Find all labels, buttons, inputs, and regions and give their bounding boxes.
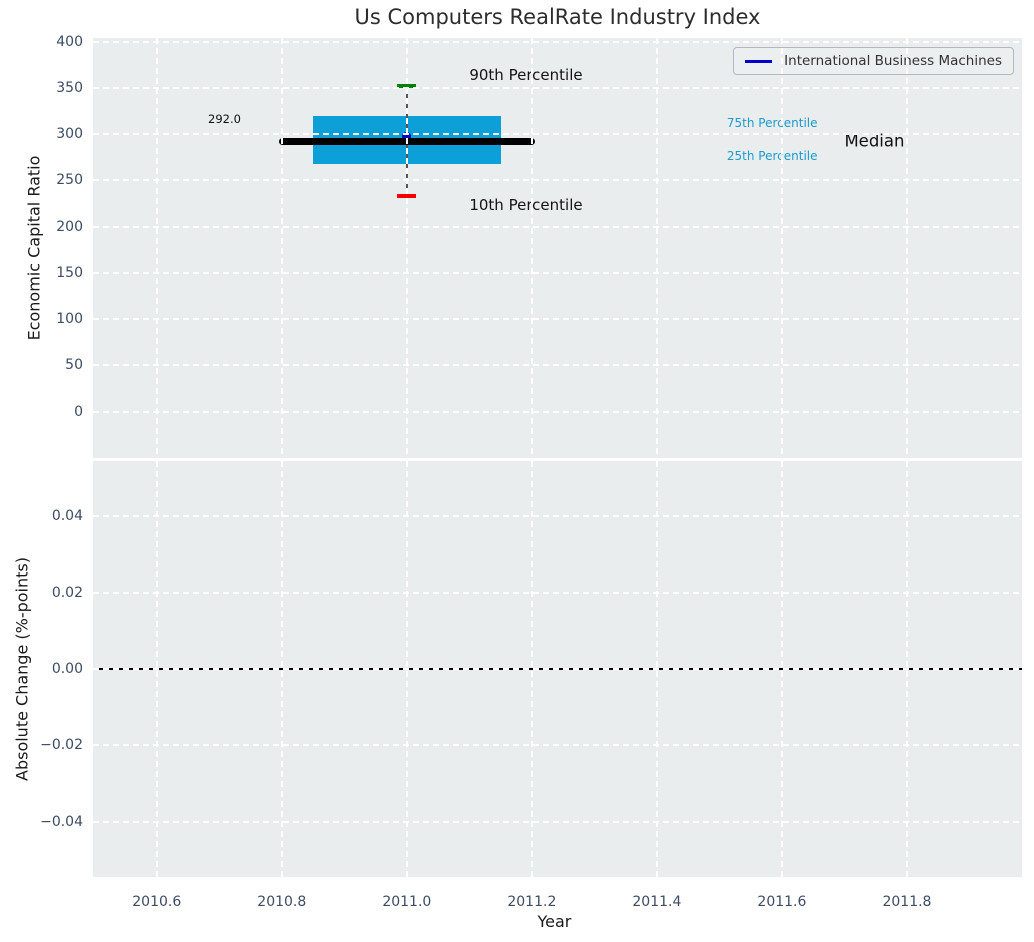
- h-gridline: [93, 744, 1022, 747]
- y-tick-label: −0.02: [40, 737, 83, 754]
- legend-line-swatch: [745, 59, 773, 63]
- h-gridline: [93, 591, 1022, 594]
- h-gridline: [93, 364, 1022, 367]
- h-gridline: [93, 179, 1022, 182]
- y-tick-label: 0.00: [51, 661, 83, 677]
- y-tick-label: 0.02: [51, 584, 83, 601]
- v-gridline: [155, 461, 158, 877]
- top-plot-area: 90th Percentile 10th Percentile 75th Per…: [93, 38, 1022, 458]
- legend-label: International Business Machines: [784, 53, 1002, 69]
- annotation-25th-percentile: 25th Percentile: [726, 149, 818, 164]
- h-gridline: [93, 40, 1022, 43]
- x-tick-label: 2011.0: [382, 894, 432, 910]
- v-gridline: [530, 461, 533, 877]
- v-gridline: [405, 38, 408, 458]
- h-gridline: [93, 271, 1022, 274]
- median-value-label: 292.0: [208, 112, 241, 127]
- v-gridline: [280, 38, 283, 458]
- x-tick-label: 2011.2: [507, 894, 557, 910]
- y-tick-label: 250: [56, 172, 83, 189]
- annotation-10th-percentile: 10th Percentile: [469, 196, 583, 215]
- chart-title: Us Computers RealRate Industry Index: [354, 5, 761, 29]
- v-gridline: [905, 461, 908, 877]
- x-tick-label: 2011.4: [632, 894, 682, 910]
- v-gridline: [405, 461, 408, 877]
- y-tick-label: 350: [56, 79, 83, 96]
- y-tick-label: 50: [65, 357, 83, 374]
- annotation-median: Median: [844, 131, 905, 151]
- x-tick-label: 2011.6: [757, 894, 807, 910]
- h-gridline: [93, 515, 1022, 518]
- x-tick-label: 2010.8: [257, 894, 307, 910]
- v-gridline: [655, 38, 658, 458]
- h-gridline: [93, 668, 1022, 670]
- y-tick-label: 0: [74, 403, 83, 420]
- v-gridline: [780, 461, 783, 877]
- bottom-plot-area: [93, 461, 1022, 877]
- y-tick-label: 0.04: [51, 508, 83, 525]
- y-tick-label: 200: [56, 218, 83, 235]
- h-gridline: [93, 133, 1022, 136]
- h-gridline: [93, 820, 1022, 823]
- x-tick-label: 2011.8: [882, 894, 932, 910]
- h-gridline: [93, 318, 1022, 321]
- x-tick-label: 2010.6: [132, 894, 182, 910]
- x-axis-label: Year: [537, 912, 572, 931]
- annotation-90th-percentile: 90th Percentile: [469, 66, 583, 84]
- y-tick-label: 400: [56, 33, 83, 50]
- annotation-75th-percentile: 75th Percentile: [726, 116, 818, 131]
- y-tick-label: 150: [56, 264, 83, 281]
- v-gridline: [780, 38, 783, 458]
- y-tick-label: −0.04: [40, 813, 83, 830]
- y-tick-label: 300: [56, 126, 83, 143]
- h-gridline: [93, 86, 1022, 89]
- v-gridline: [905, 38, 908, 458]
- legend[interactable]: International Business Machines: [733, 47, 1014, 75]
- v-gridline: [280, 461, 283, 877]
- h-gridline: [93, 410, 1022, 413]
- y-tick-label: 100: [56, 311, 83, 328]
- v-gridline: [155, 38, 158, 458]
- v-gridline: [530, 38, 533, 458]
- v-gridline: [655, 461, 658, 877]
- h-gridline: [93, 225, 1022, 228]
